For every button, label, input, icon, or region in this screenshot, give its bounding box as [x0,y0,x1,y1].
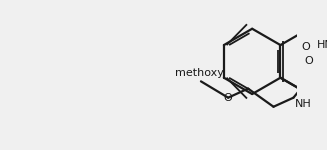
Text: NH: NH [295,99,312,110]
Text: O: O [302,42,311,52]
Text: methoxy: methoxy [175,68,224,78]
Text: HN: HN [317,40,327,50]
Text: O: O [224,93,232,103]
Text: O: O [304,56,313,66]
